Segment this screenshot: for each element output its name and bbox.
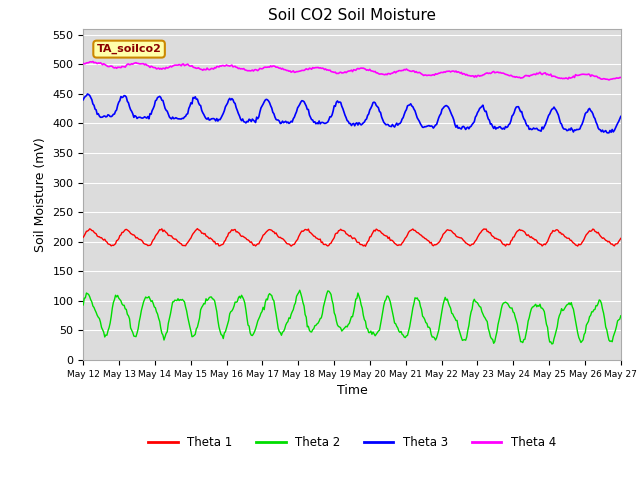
Legend: Theta 1, Theta 2, Theta 3, Theta 4: Theta 1, Theta 2, Theta 3, Theta 4 bbox=[143, 431, 561, 454]
X-axis label: Time: Time bbox=[337, 384, 367, 397]
Title: Soil CO2 Soil Moisture: Soil CO2 Soil Moisture bbox=[268, 9, 436, 24]
Y-axis label: Soil Moisture (mV): Soil Moisture (mV) bbox=[34, 137, 47, 252]
Text: TA_soilco2: TA_soilco2 bbox=[97, 44, 161, 54]
